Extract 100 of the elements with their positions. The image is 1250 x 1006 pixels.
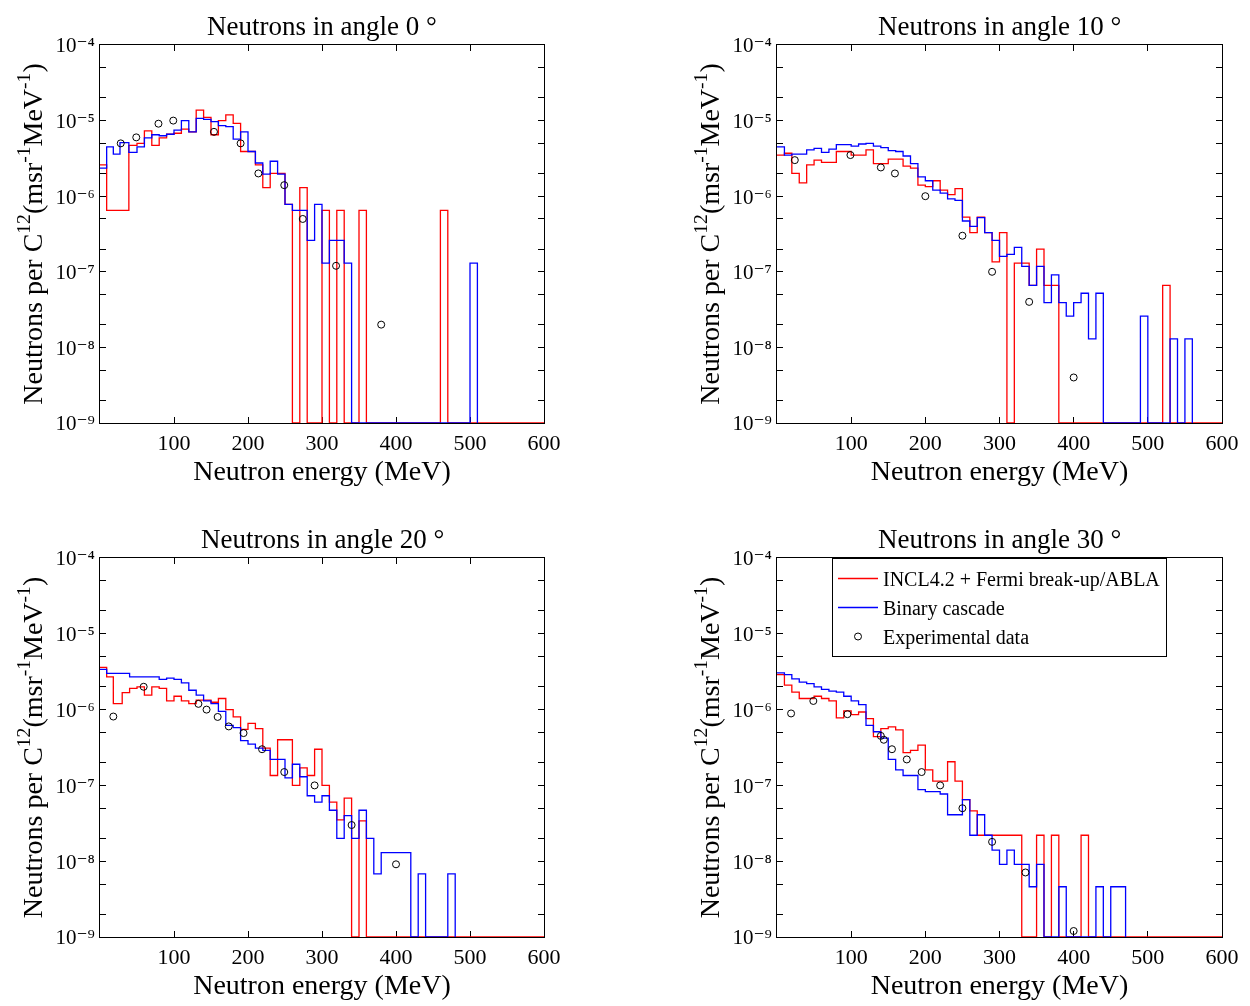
point	[902, 755, 911, 764]
x-tick-label: 200	[908, 430, 942, 456]
x-tick-label: 300	[305, 430, 339, 456]
point	[936, 781, 945, 790]
x-tick-label: 200	[908, 944, 942, 970]
x-tick-label: 100	[157, 430, 191, 456]
x-tick-label: 400	[379, 430, 413, 456]
point	[1025, 297, 1034, 306]
y-tick-label: 10⁻⁸	[732, 335, 772, 360]
y-tick-label: 10⁻⁴	[732, 546, 772, 571]
x-tick-label: 400	[379, 944, 413, 970]
point	[917, 768, 926, 777]
y-tick-label: 10⁻⁹	[732, 925, 772, 950]
point	[209, 127, 218, 136]
point	[213, 712, 222, 721]
chart-title: Neutrons in angle 20 °	[201, 524, 445, 554]
y-tick-label: 10⁻⁴	[55, 546, 95, 571]
point	[332, 261, 341, 270]
point	[169, 116, 178, 125]
point	[236, 139, 245, 148]
point	[843, 710, 852, 719]
y-tick-label: 10⁻⁹	[55, 411, 95, 436]
y-tick-label: 10⁻⁸	[55, 335, 95, 360]
x-tick-label: 100	[834, 430, 868, 456]
point	[116, 139, 125, 148]
point	[347, 821, 356, 830]
point	[887, 745, 896, 754]
x-tick-label: 200	[231, 430, 265, 456]
point	[958, 231, 967, 240]
x-axis-title: Neutron energy (MeV)	[870, 455, 1129, 487]
point	[958, 804, 967, 813]
point	[809, 696, 818, 705]
y-tick-label: 10⁻⁷	[55, 773, 95, 798]
x-tick-label: 500	[453, 944, 487, 970]
y-tick-label: 10⁻⁵	[732, 108, 772, 133]
y-tick-label: 10⁻⁵	[55, 622, 95, 647]
point	[787, 709, 796, 718]
x-tick-label: 500	[453, 430, 487, 456]
y-tick-label: 10⁻⁴	[55, 33, 95, 58]
point	[254, 169, 263, 178]
legend-label: Experimental data	[883, 626, 1030, 650]
point	[879, 735, 888, 744]
x-tick-label: 300	[983, 944, 1016, 970]
point	[154, 119, 163, 128]
y-tick-label: 10⁻⁶	[732, 697, 772, 722]
point	[224, 722, 233, 731]
point	[988, 837, 997, 846]
x-tick-label: 200	[231, 944, 265, 970]
x-axis-title: Neutron energy (MeV)	[193, 969, 451, 1001]
point	[846, 151, 855, 160]
point	[988, 267, 997, 276]
point	[132, 133, 141, 142]
y-tick-label: 10⁻⁶	[732, 184, 772, 209]
point	[876, 731, 885, 740]
point	[258, 745, 267, 754]
y-tick-label: 10⁻⁶	[55, 697, 95, 722]
y-tick-label: 10⁻⁴	[732, 33, 772, 58]
point	[310, 781, 319, 790]
point	[280, 768, 289, 777]
y-tick-label: 10⁻⁶	[55, 184, 95, 209]
x-tick-label: 500	[1131, 944, 1165, 970]
point	[876, 163, 885, 172]
y-tick-label: 10⁻⁵	[732, 622, 772, 647]
x-tick-label: 600	[527, 944, 561, 970]
point	[194, 699, 203, 708]
legend-label: INCL4.2 + Fermi break-up/ABLA	[883, 568, 1161, 592]
x-tick-label: 600	[1205, 430, 1239, 456]
point	[890, 169, 899, 178]
x-tick-label: 600	[1205, 944, 1239, 970]
y-tick-label: 10⁻⁹	[55, 925, 95, 950]
y-tick-label: 10⁻⁹	[732, 411, 772, 436]
point	[298, 214, 307, 223]
x-tick-label: 100	[834, 944, 868, 970]
point	[392, 860, 400, 869]
x-tick-label: 300	[983, 430, 1016, 456]
point	[202, 705, 211, 714]
point	[280, 181, 289, 190]
y-tick-label: 10⁻⁵	[55, 108, 95, 133]
y-tick-label: 10⁻⁸	[55, 849, 95, 874]
x-tick-label: 400	[1057, 430, 1091, 456]
point	[239, 729, 248, 738]
x-tick-label: 600	[527, 430, 561, 456]
chart-title: Neutrons in angle 10 °	[878, 11, 1122, 41]
y-tick-label: 10⁻⁷	[55, 260, 95, 285]
point	[1069, 373, 1078, 382]
y-tick-label: 10⁻⁷	[732, 773, 772, 798]
point	[1069, 927, 1078, 935]
x-axis-title: Neutron energy (MeV)	[870, 969, 1129, 1001]
point	[790, 156, 799, 165]
x-axis-title: Neutron energy (MeV)	[193, 455, 451, 487]
point	[377, 320, 386, 329]
x-tick-label: 500	[1131, 430, 1165, 456]
point	[921, 192, 930, 201]
x-tick-label: 300	[305, 944, 339, 970]
point	[1021, 868, 1030, 877]
x-tick-label: 400	[1057, 944, 1091, 970]
x-tick-label: 100	[157, 944, 191, 970]
legend-label: Binary cascade	[883, 597, 1005, 621]
chart-title: Neutrons in angle 30 °	[878, 524, 1122, 554]
y-tick-label: 10⁻⁷	[732, 260, 772, 285]
